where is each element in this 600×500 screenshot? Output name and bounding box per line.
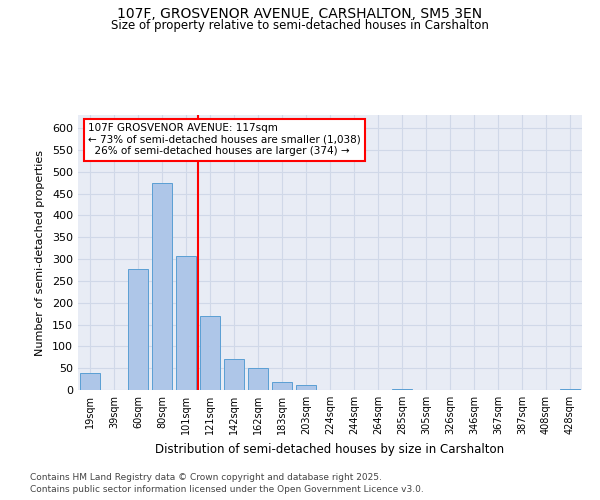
Text: Contains HM Land Registry data © Crown copyright and database right 2025.: Contains HM Land Registry data © Crown c… <box>30 472 382 482</box>
Bar <box>392 388 412 390</box>
Text: Contains public sector information licensed under the Open Government Licence v3: Contains public sector information licen… <box>30 485 424 494</box>
Bar <box>560 389 580 390</box>
Bar <box>296 385 316 390</box>
Text: 107F, GROSVENOR AVENUE, CARSHALTON, SM5 3EN: 107F, GROSVENOR AVENUE, CARSHALTON, SM5 … <box>118 8 482 22</box>
Bar <box>152 182 172 390</box>
Bar <box>176 256 196 390</box>
Bar <box>128 268 148 390</box>
Y-axis label: Number of semi-detached properties: Number of semi-detached properties <box>35 150 45 356</box>
Bar <box>200 316 220 390</box>
Bar <box>80 372 100 390</box>
Bar <box>248 368 268 390</box>
Bar <box>272 382 292 390</box>
Bar <box>224 360 244 390</box>
Text: Size of property relative to semi-detached houses in Carshalton: Size of property relative to semi-detach… <box>111 19 489 32</box>
Text: 107F GROSVENOR AVENUE: 117sqm
← 73% of semi-detached houses are smaller (1,038)
: 107F GROSVENOR AVENUE: 117sqm ← 73% of s… <box>88 123 361 156</box>
X-axis label: Distribution of semi-detached houses by size in Carshalton: Distribution of semi-detached houses by … <box>155 442 505 456</box>
